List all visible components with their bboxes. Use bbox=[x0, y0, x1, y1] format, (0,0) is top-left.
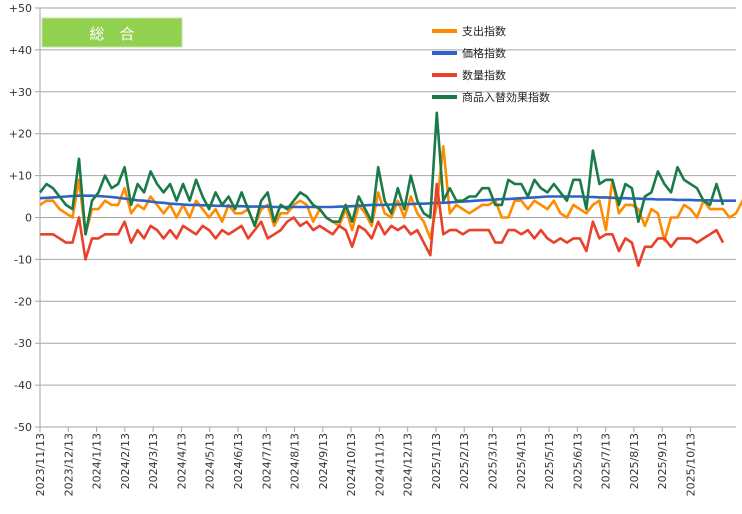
y-tick-label: +10 bbox=[9, 170, 32, 183]
x-tick-label: 2025/2/13 bbox=[458, 433, 471, 489]
legend-label: 数量指数 bbox=[462, 68, 506, 82]
x-tick-label: 2025/3/13 bbox=[487, 433, 500, 489]
x-tick-label: 2025/4/13 bbox=[515, 433, 528, 489]
legend-label: 価格指数 bbox=[462, 46, 506, 60]
x-tick-label: 2024/12/13 bbox=[402, 433, 415, 496]
y-tick-label: +30 bbox=[9, 86, 32, 99]
x-tick-label: 2024/5/13 bbox=[204, 433, 217, 489]
x-tick-label: 2024/11/13 bbox=[373, 433, 386, 496]
x-tick-label: 2024/10/13 bbox=[345, 433, 358, 496]
x-tick-label: 2025/7/13 bbox=[600, 433, 613, 489]
series-line-3 bbox=[40, 182, 725, 268]
x-tick-label: 2024/1/13 bbox=[91, 433, 104, 489]
y-axis-ticks: +50 +40 +30 +20 +10 0 -10 -20 -30 -40 -50 bbox=[9, 2, 32, 434]
y-tick-label: -50 bbox=[14, 421, 32, 434]
x-tick-label: 2024/9/13 bbox=[317, 433, 330, 489]
series-line-4 bbox=[38, 111, 725, 236]
series-lines bbox=[38, 111, 742, 268]
y-tick-label: 0 bbox=[25, 212, 32, 225]
x-tick-label: 2025/5/13 bbox=[543, 433, 556, 489]
y-tick-label: -10 bbox=[14, 253, 32, 266]
x-tick-label: 2023/11/13 bbox=[34, 433, 47, 496]
x-tick-label: 2025/6/13 bbox=[571, 433, 584, 489]
x-tick-label: 2024/6/13 bbox=[232, 433, 245, 489]
y-tick-label: -30 bbox=[14, 337, 32, 350]
x-axis-ticks: 2023/11/13 2023/12/13 2024/1/13 2024/2/13 20… bbox=[34, 427, 697, 496]
x-tick-label: 2024/4/13 bbox=[175, 433, 188, 489]
legend-label: 支出指数 bbox=[462, 24, 506, 38]
y-tick-label: -40 bbox=[14, 379, 32, 392]
x-tick-label: 2025/9/13 bbox=[656, 433, 669, 489]
legend-label: 商品入替効果指数 bbox=[462, 90, 550, 104]
x-tick-label: 2023/12/13 bbox=[62, 433, 75, 496]
x-tick-label: 2025/1/13 bbox=[430, 433, 443, 489]
y-tick-label: -20 bbox=[14, 295, 32, 308]
x-tick-label: 2025/8/13 bbox=[628, 433, 641, 489]
x-tick-label: 2024/2/13 bbox=[119, 433, 132, 489]
y-tick-label: +40 bbox=[9, 44, 32, 57]
y-tick-label: +20 bbox=[9, 128, 32, 141]
x-tick-label: 2024/7/13 bbox=[260, 433, 273, 489]
x-tick-label: 2025/10/13 bbox=[684, 433, 697, 496]
y-tick-label: +50 bbox=[9, 2, 32, 15]
series-line-1 bbox=[39, 145, 742, 242]
x-tick-label: 2024/8/13 bbox=[289, 433, 302, 489]
chart-title: 総 合 bbox=[89, 25, 134, 43]
grid-lines bbox=[35, 7, 736, 428]
x-tick-label: 2024/3/13 bbox=[147, 433, 160, 489]
chart-title-box: 総 合 bbox=[41, 17, 183, 48]
